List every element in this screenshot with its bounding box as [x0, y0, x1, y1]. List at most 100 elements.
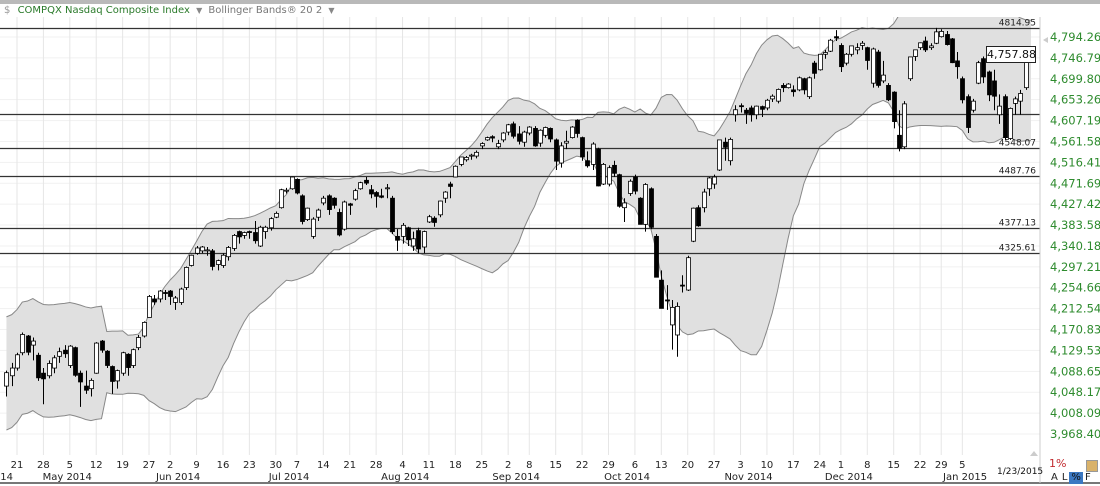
candle-body — [337, 212, 342, 236]
indicator-label[interactable]: Bollinger Bands® 20 2 — [208, 5, 323, 16]
candle-body — [73, 347, 78, 376]
candle — [26, 334, 31, 356]
candle — [733, 105, 738, 122]
candle — [506, 123, 511, 136]
candle — [828, 38, 833, 53]
candle-body — [321, 197, 326, 204]
candle — [200, 246, 205, 254]
candle-body — [538, 129, 543, 144]
candle — [728, 137, 733, 166]
candle — [459, 156, 464, 167]
indicator-dropdown-icon[interactable]: ▼ — [328, 6, 335, 15]
x-tick-label: 28 — [37, 460, 50, 471]
candle — [4, 370, 9, 397]
candle-body — [121, 352, 126, 374]
candle-body — [57, 351, 62, 357]
candle — [564, 130, 569, 150]
candle — [210, 248, 215, 271]
candle — [94, 342, 99, 374]
candle-body — [168, 290, 173, 297]
x-tick-label: 8 — [526, 460, 532, 471]
candle-body — [675, 306, 680, 336]
candle — [723, 137, 728, 161]
scroll-arrow-icon[interactable] — [1043, 37, 1048, 43]
scale-mode-f[interactable]: F — [1084, 472, 1091, 483]
candle-body — [596, 148, 601, 187]
candle-body — [506, 124, 511, 133]
scroll-up-icon[interactable] — [1030, 451, 1038, 456]
scale-mode-a[interactable]: A — [1051, 472, 1058, 483]
x-month-label: Aug 2014 — [381, 472, 429, 483]
candle-body — [628, 180, 633, 194]
candle — [179, 287, 184, 305]
candle — [443, 191, 448, 203]
candle-body — [422, 231, 427, 248]
candle-body — [342, 201, 347, 230]
candle — [554, 138, 559, 171]
scale-mode-percent[interactable]: % — [1069, 472, 1083, 484]
scale-mode-l[interactable]: L — [1061, 472, 1068, 483]
candle — [918, 42, 923, 50]
candle — [147, 294, 152, 318]
candle — [15, 352, 20, 371]
candle — [855, 43, 860, 55]
candle — [438, 200, 443, 218]
candle — [374, 191, 379, 208]
band-fill — [6, 17, 1031, 430]
candle — [643, 183, 648, 232]
candle-body — [379, 195, 384, 198]
candle-body — [15, 354, 20, 369]
candle-body — [939, 31, 944, 38]
candle-body — [179, 288, 184, 303]
candle-body — [84, 385, 89, 391]
candle — [390, 195, 395, 234]
candle-body — [707, 177, 712, 190]
x-month-label: Apr 2014 — [0, 472, 13, 483]
x-month-label: Oct 2014 — [604, 472, 650, 483]
candle-body — [316, 209, 321, 218]
candle-body — [881, 74, 886, 82]
candle-body — [496, 143, 501, 148]
candle-body — [934, 31, 939, 44]
candle-body — [480, 143, 485, 147]
candle — [686, 255, 691, 292]
candle-body — [871, 48, 876, 84]
scale-modes: A L% F — [1049, 472, 1093, 484]
x-tick-label: 5 — [67, 460, 73, 471]
candle — [1003, 94, 1008, 140]
candle — [126, 353, 131, 376]
candle — [649, 187, 654, 230]
candle-body — [971, 100, 976, 111]
candle — [401, 222, 406, 244]
cropped-title-strip — [0, 0, 1100, 4]
candle — [100, 340, 105, 353]
candle-body — [876, 51, 881, 86]
candle-body — [258, 226, 263, 247]
candle-body — [548, 128, 553, 140]
percent-label: 1% — [1049, 457, 1067, 470]
candle — [474, 150, 479, 159]
x-tick-label: 22 — [914, 460, 927, 471]
candle — [992, 69, 997, 111]
candle-body — [41, 372, 46, 380]
candle — [543, 126, 548, 138]
symbol-label[interactable]: COMPQX Nasdaq Composite Index — [17, 5, 190, 16]
candle — [41, 368, 46, 405]
candle — [908, 56, 913, 81]
candle — [659, 270, 664, 309]
y-tick-label: 4,653.26 — [1050, 93, 1100, 107]
candle-body — [802, 78, 807, 91]
candle-body — [908, 56, 913, 80]
candle-body — [100, 340, 105, 351]
candle-body — [26, 335, 31, 353]
x-tick-label: 30 — [269, 460, 282, 471]
symbol-dropdown-icon[interactable]: ▼ — [196, 6, 203, 15]
pencil-icon[interactable] — [1086, 460, 1098, 472]
candle-body — [158, 290, 163, 300]
y-tick-label: 4,699.80 — [1050, 72, 1100, 86]
candle-body — [612, 164, 617, 174]
x-tick-label: 21 — [343, 460, 356, 471]
candle-body — [575, 119, 580, 134]
candle-body — [295, 178, 300, 194]
